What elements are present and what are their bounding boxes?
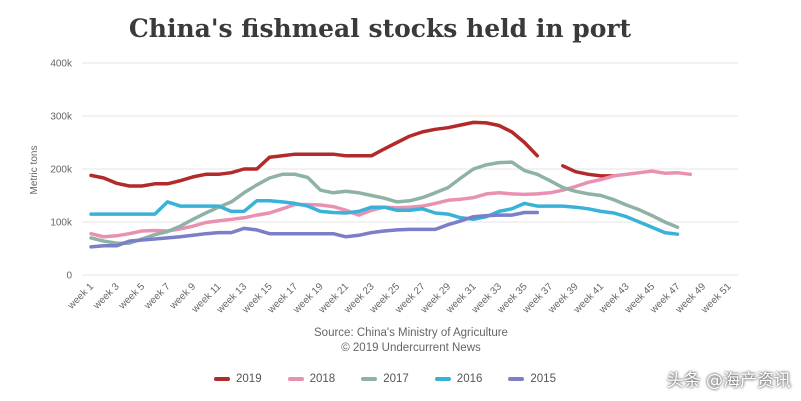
y-tick-label: 0 xyxy=(66,271,72,282)
legend-label: 2018 xyxy=(309,373,336,385)
x-tick-label: week 5 xyxy=(116,281,147,312)
x-tick-label: week 7 xyxy=(142,281,173,312)
legend-item-2019[interactable]: 2019 xyxy=(214,373,262,385)
legend-swatch xyxy=(287,377,304,381)
legend-item-2016[interactable]: 2016 xyxy=(434,373,483,385)
y-tick-label: 200k xyxy=(50,165,73,176)
source-note: Source: China's Ministry of Agriculture xyxy=(314,327,508,339)
grid-lines xyxy=(82,62,738,276)
legend-swatch xyxy=(361,377,378,381)
y-axis-ticks: 0 100k 200k 300k 400k xyxy=(50,59,73,282)
series-line-2015 xyxy=(89,210,540,249)
copyright-note: © 2019 Undercurrent News xyxy=(341,342,481,354)
y-tick-label: 300k xyxy=(50,112,73,123)
legend-item-2018[interactable]: 2018 xyxy=(287,373,336,385)
legend-item-2017[interactable]: 2017 xyxy=(361,373,409,385)
chart-legend: 2019 2018 2017 2016 2015 xyxy=(0,373,770,385)
x-tick-label: week 3 xyxy=(91,281,122,312)
y-tick-label: 400k xyxy=(50,59,73,70)
legend-label: 2016 xyxy=(456,373,483,385)
series-line-2017 xyxy=(89,160,680,245)
legend-label: 2019 xyxy=(236,373,262,385)
legend-swatch xyxy=(434,377,451,381)
legend-label: 2017 xyxy=(383,373,409,385)
y-tick-label: 100k xyxy=(50,218,73,229)
series-line-2016 xyxy=(89,199,680,236)
x-tick-label: week 1 xyxy=(65,281,96,312)
legend-item-2015[interactable]: 2015 xyxy=(508,373,556,385)
chart-title: China's fishmeal stocks held in port xyxy=(128,14,632,43)
legend-label: 2015 xyxy=(530,373,556,385)
series-lines xyxy=(89,120,693,249)
watermark: 头条 @海产资讯 xyxy=(666,371,791,391)
legend-swatch xyxy=(508,377,525,381)
y-axis-label: Metric tons xyxy=(29,146,40,195)
series-line-2019 xyxy=(89,120,540,188)
legend-swatch xyxy=(214,377,231,381)
series-line-2019 xyxy=(561,164,616,178)
